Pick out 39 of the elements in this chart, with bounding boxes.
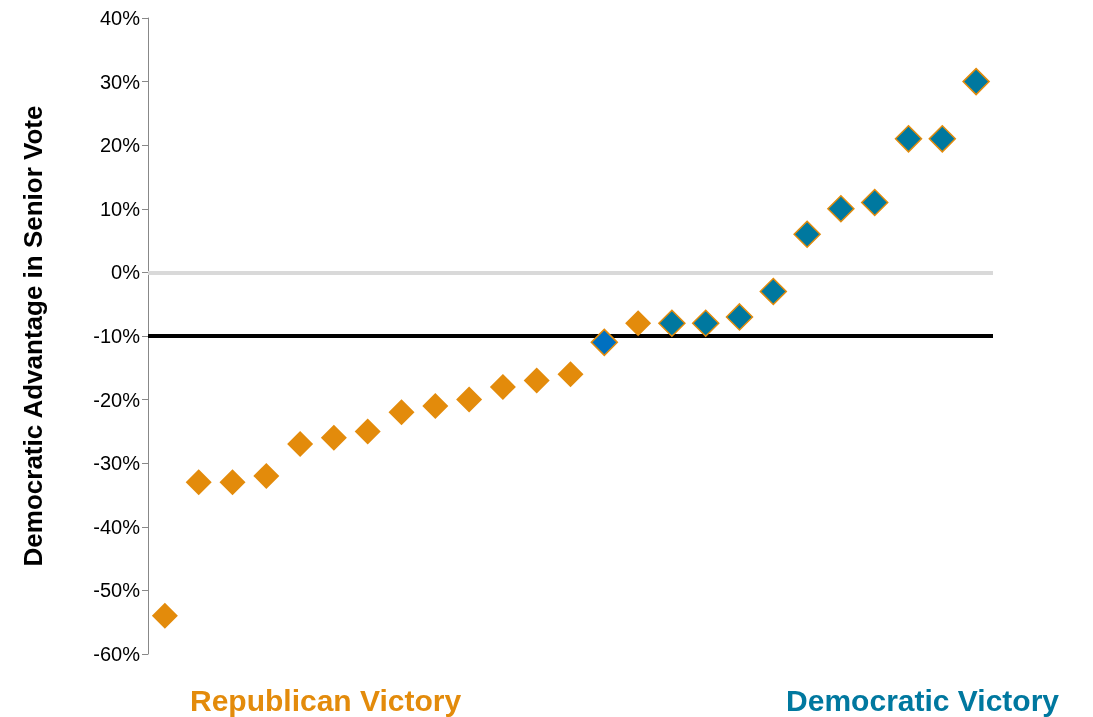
y-tick-label: -30% [93,452,141,475]
point [691,309,720,338]
y-tick-label: -50% [93,579,141,602]
point [185,469,212,496]
point [151,602,178,629]
point [894,125,923,153]
text: Democratic Victory [786,683,1060,717]
point [658,309,686,338]
point [860,188,889,217]
point [388,399,415,426]
point [625,310,652,337]
point [354,418,381,445]
y-tick-label: -20% [93,388,141,411]
point [287,431,314,458]
point [827,195,855,223]
point [725,303,754,331]
y-tick-label: 40% [99,7,141,29]
y-tick-label: -10% [93,325,141,347]
y-tick-label: 30% [99,70,141,93]
point [523,367,550,394]
point [759,277,788,306]
y-tick-label: -60% [93,643,141,665]
point [489,373,516,400]
y-axis-title: Democratic Advantage in Senior Vote [18,105,48,567]
point [962,67,990,96]
y-tick-label: 20% [99,134,141,157]
point [928,125,957,153]
point [793,220,821,248]
point [456,386,483,413]
point [219,469,246,496]
y-tick-label: 0% [111,261,141,284]
y-tick-label: 10% [99,197,141,220]
point [253,462,280,489]
point [557,361,584,388]
point [590,328,619,357]
text: Republican Victory [190,683,462,717]
point [422,392,449,419]
point [320,424,347,451]
y-tick-label: -40% [93,515,141,538]
